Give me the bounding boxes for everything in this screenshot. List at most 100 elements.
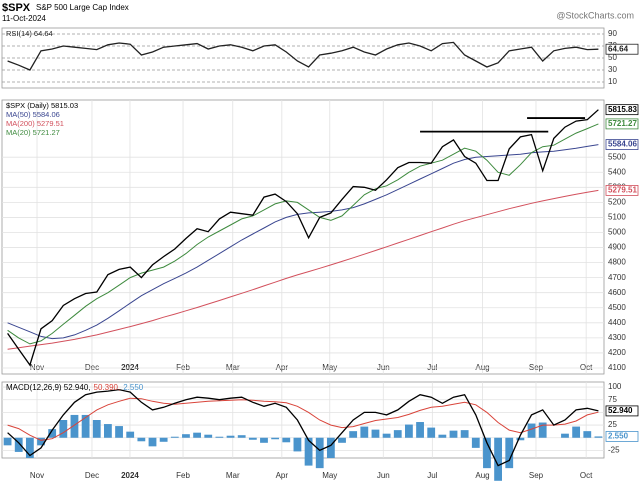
y-tick-label: 90 xyxy=(608,29,617,38)
histogram-bar xyxy=(572,426,581,438)
legend-entry: MA(20) 5721.27 xyxy=(6,128,60,137)
y-tick-label: 5400 xyxy=(608,167,626,176)
x-tick-label: Aug xyxy=(475,471,489,480)
y-tick-label: -25 xyxy=(608,446,620,455)
y-tick-label: 4800 xyxy=(608,258,626,267)
y-tick-label: 25 xyxy=(608,420,617,429)
histogram-bar xyxy=(438,434,447,438)
value-tag-box xyxy=(605,139,639,150)
series-line xyxy=(7,388,599,467)
value-tag-box xyxy=(605,185,639,196)
x-tick-label: May xyxy=(322,471,337,480)
y-tick-label: 50 xyxy=(608,53,617,62)
series-line xyxy=(7,123,599,345)
histogram-bar xyxy=(471,437,480,448)
series-line xyxy=(7,144,599,340)
x-tick-label: Feb xyxy=(176,471,190,480)
index-name: S&P 500 Large Cap Index xyxy=(36,3,129,12)
series-line xyxy=(7,41,599,71)
y-tick-label: 4500 xyxy=(608,303,626,312)
x-tick-label: Oct xyxy=(580,471,593,480)
y-tick-label: 75 xyxy=(608,395,617,404)
legend-entry: 2.550 xyxy=(123,383,144,392)
histogram-bar xyxy=(416,422,424,438)
histogram-bar xyxy=(204,434,213,438)
panel-frame xyxy=(1,99,605,375)
histogram-bar xyxy=(48,429,57,438)
x-tick-label: 2024 xyxy=(121,471,139,480)
value-tag: 5815.83 xyxy=(608,105,637,114)
value-tag-box xyxy=(605,118,639,130)
histogram-bar xyxy=(583,431,592,438)
histogram-bar xyxy=(293,437,302,452)
y-tick-label: 5100 xyxy=(608,213,626,222)
series-line xyxy=(7,189,599,350)
histogram-bar xyxy=(282,437,291,443)
y-tick-label: 4900 xyxy=(608,243,626,252)
series-line xyxy=(7,397,599,441)
legend-entry: MACD(12,26,9) 52.940, xyxy=(6,383,91,392)
histogram-bar xyxy=(115,426,123,438)
panel-frame xyxy=(1,381,605,459)
histogram-bar xyxy=(215,436,224,438)
histogram-bar xyxy=(382,433,391,438)
histogram-bar xyxy=(3,437,12,446)
y-tick-label: 4200 xyxy=(608,348,626,357)
histogram-bar xyxy=(14,437,23,452)
y-tick-label: 5500 xyxy=(608,152,626,161)
y-tick-label: 4100 xyxy=(608,363,626,372)
x-tick-label: Nov xyxy=(30,471,44,480)
histogram-bar xyxy=(170,436,179,438)
date: 11-Oct-2024 xyxy=(2,14,46,23)
histogram-bar xyxy=(137,437,146,442)
histogram-bar xyxy=(494,437,502,481)
histogram-bar xyxy=(37,437,45,446)
histogram-bar xyxy=(360,426,369,438)
x-tick-label: Apr xyxy=(276,471,289,480)
x-tick-label: Mar xyxy=(226,471,240,480)
histogram-bar xyxy=(561,433,569,438)
y-tick-label: 30 xyxy=(608,65,617,74)
histogram-bar xyxy=(516,437,525,441)
histogram-bar xyxy=(92,420,101,438)
histogram-bar xyxy=(527,423,536,438)
value-tag-box xyxy=(605,431,639,442)
value-tag-box xyxy=(605,104,639,116)
value-tag: 2.550 xyxy=(608,432,629,441)
histogram-bar xyxy=(326,437,335,458)
histogram-bar xyxy=(594,436,603,438)
histogram-bar xyxy=(59,420,68,438)
histogram-bar xyxy=(104,424,112,438)
series-line xyxy=(7,109,599,367)
x-tick-label: Dec xyxy=(85,471,99,480)
histogram-bar xyxy=(505,437,514,469)
histogram-bar xyxy=(338,437,346,443)
histogram-bar xyxy=(393,430,402,438)
y-tick-label: 10 xyxy=(608,77,617,86)
legend-entry: MA(200) 5279.51 xyxy=(6,119,64,128)
y-tick-label: 100 xyxy=(608,382,622,391)
y-tick-label: 4400 xyxy=(608,318,626,327)
value-tag: 5721.27 xyxy=(608,119,637,128)
value-tag: 5584.06 xyxy=(608,140,637,149)
histogram-bar xyxy=(449,430,458,438)
histogram-bar xyxy=(148,437,157,447)
x-tick-label: Sep xyxy=(529,471,544,480)
y-tick-label: 5200 xyxy=(608,197,626,206)
histogram-bar xyxy=(460,430,469,438)
histogram-bar xyxy=(271,437,280,440)
value-tag: 64.64 xyxy=(608,44,629,53)
histogram-bar xyxy=(248,437,257,440)
histogram-bar xyxy=(483,437,491,469)
histogram-bar xyxy=(405,424,413,438)
histogram-bar xyxy=(304,437,313,466)
histogram-bar xyxy=(226,435,235,438)
histogram-bar xyxy=(81,414,90,438)
histogram-bar xyxy=(260,437,268,443)
histogram-bar xyxy=(538,422,547,438)
x-tick-label: Jun xyxy=(377,471,390,480)
histogram-bar xyxy=(126,431,135,438)
legend-title: $SPX (Daily) 5815.03 xyxy=(6,101,78,110)
y-tick-label: 4600 xyxy=(608,288,626,297)
